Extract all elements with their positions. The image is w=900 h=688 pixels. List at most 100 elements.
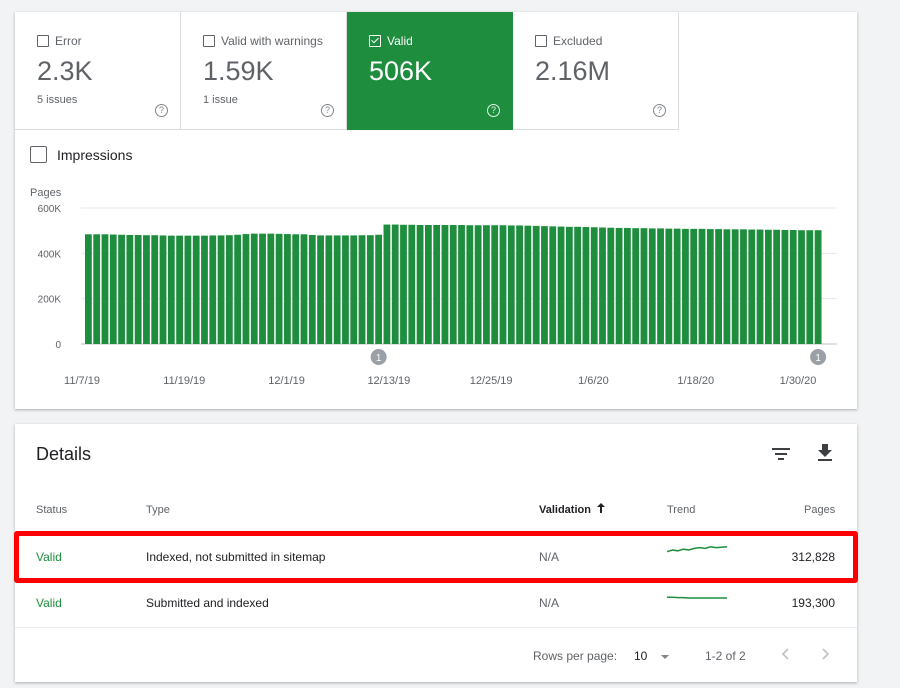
bar[interactable]	[466, 225, 474, 344]
bar[interactable]	[798, 230, 805, 344]
bar[interactable]	[400, 224, 407, 344]
bar[interactable]	[549, 226, 557, 344]
bar[interactable]	[109, 234, 117, 344]
bar[interactable]	[408, 224, 416, 344]
bar[interactable]	[524, 225, 532, 344]
bar[interactable]	[85, 234, 92, 344]
column-header-pages[interactable]: Pages	[804, 504, 836, 516]
bar[interactable]	[134, 234, 142, 344]
bar[interactable]	[483, 225, 490, 344]
valid-checkbox[interactable]	[369, 35, 381, 47]
bar[interactable]	[806, 230, 814, 344]
filter-icon[interactable]	[771, 444, 791, 464]
bar[interactable]	[126, 234, 134, 344]
bar[interactable]	[682, 228, 689, 344]
column-header-type[interactable]: Type	[146, 504, 170, 516]
bar[interactable]	[814, 230, 822, 344]
chevron-right-icon[interactable]	[819, 647, 831, 661]
bar[interactable]	[201, 235, 208, 344]
bar[interactable]	[557, 226, 565, 344]
bar[interactable]	[731, 229, 739, 344]
bar[interactable]	[209, 235, 217, 344]
rows-per-page-select[interactable]: 10	[634, 649, 648, 663]
bar[interactable]	[391, 224, 399, 344]
bar[interactable]	[715, 229, 723, 344]
excluded-checkbox[interactable]	[535, 35, 547, 47]
bar[interactable]	[499, 225, 507, 344]
bar[interactable]	[234, 234, 242, 344]
bar[interactable]	[723, 229, 731, 344]
chevron-left-icon[interactable]	[780, 647, 792, 661]
bar[interactable]	[217, 235, 225, 344]
column-header-status[interactable]: Status	[36, 504, 68, 516]
bar[interactable]	[284, 234, 291, 344]
help-icon[interactable]: ?	[487, 104, 500, 117]
bar[interactable]	[756, 229, 764, 344]
download-icon[interactable]	[815, 442, 835, 462]
bar[interactable]	[648, 228, 656, 344]
tile-valid-with-warnings[interactable]: Valid with warnings 1.59K 1 issue ?	[181, 12, 347, 130]
bar[interactable]	[773, 229, 781, 344]
bar[interactable]	[623, 227, 631, 344]
bar[interactable]	[673, 228, 681, 344]
help-icon[interactable]: ?	[321, 104, 334, 117]
bar[interactable]	[516, 225, 523, 344]
bar[interactable]	[350, 235, 358, 344]
bar[interactable]	[267, 233, 275, 344]
bar[interactable]	[491, 225, 499, 344]
bar[interactable]	[424, 225, 432, 344]
bar[interactable]	[582, 227, 590, 344]
bar[interactable]	[657, 228, 664, 344]
bar[interactable]	[590, 227, 598, 344]
bar[interactable]	[507, 225, 515, 344]
tile-valid[interactable]: Valid 506K ?	[347, 12, 513, 130]
bar[interactable]	[541, 226, 548, 344]
column-header-validation[interactable]: Validation	[539, 504, 591, 516]
bar[interactable]	[740, 229, 747, 344]
bar[interactable]	[416, 225, 424, 344]
bar[interactable]	[640, 228, 648, 344]
bar[interactable]	[292, 234, 300, 344]
bar[interactable]	[358, 235, 366, 344]
bar[interactable]	[690, 228, 698, 344]
arrow-up-icon[interactable]	[595, 502, 607, 514]
bar[interactable]	[317, 235, 324, 344]
bar[interactable]	[632, 228, 640, 344]
bar[interactable]	[225, 235, 233, 344]
help-icon[interactable]: ?	[155, 104, 168, 117]
bar[interactable]	[565, 226, 573, 344]
annotation-marker[interactable]: 1	[370, 349, 387, 365]
bar[interactable]	[698, 228, 706, 344]
bar[interactable]	[599, 227, 606, 344]
bar[interactable]	[615, 227, 623, 344]
bar[interactable]	[93, 234, 101, 344]
bar[interactable]	[159, 235, 167, 344]
bar[interactable]	[748, 229, 756, 344]
bar[interactable]	[151, 235, 159, 344]
tile-excluded[interactable]: Excluded 2.16M ?	[513, 12, 679, 130]
bar[interactable]	[441, 225, 449, 344]
row-type[interactable]: Submitted and indexed	[146, 596, 269, 610]
bar[interactable]	[366, 235, 374, 344]
impressions-checkbox[interactable]	[30, 146, 47, 163]
bar[interactable]	[474, 225, 482, 344]
bar[interactable]	[176, 235, 184, 344]
bar[interactable]	[192, 235, 200, 344]
warnings-checkbox[interactable]	[203, 35, 215, 47]
bar[interactable]	[781, 229, 789, 344]
bar[interactable]	[300, 234, 308, 344]
bar[interactable]	[532, 225, 540, 344]
bar[interactable]	[308, 234, 316, 344]
tile-error[interactable]: Error 2.3K 5 issues ?	[15, 12, 181, 130]
bar[interactable]	[118, 234, 125, 344]
bar[interactable]	[375, 234, 383, 344]
bar[interactable]	[383, 224, 391, 344]
error-checkbox[interactable]	[37, 35, 49, 47]
bar[interactable]	[143, 235, 150, 344]
bar[interactable]	[789, 229, 797, 344]
help-icon[interactable]: ?	[653, 104, 666, 117]
bar[interactable]	[764, 229, 772, 344]
bar[interactable]	[184, 235, 192, 344]
bar[interactable]	[250, 233, 258, 344]
bar[interactable]	[325, 235, 333, 344]
